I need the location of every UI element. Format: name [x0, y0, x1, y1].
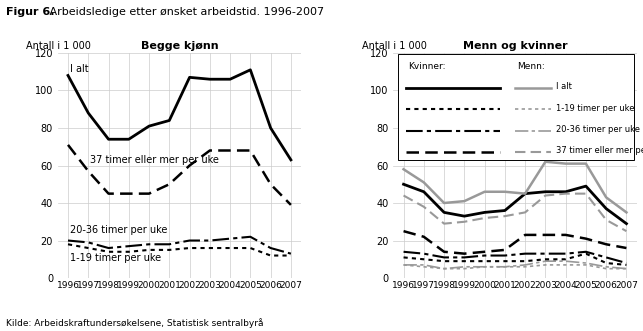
Text: 1-19 timer per uke: 1-19 timer per uke	[556, 104, 635, 113]
Text: Kvinner:: Kvinner:	[408, 62, 446, 71]
Text: I alt: I alt	[556, 82, 572, 91]
Text: I alt: I alt	[70, 64, 89, 73]
Text: Figur 6.: Figur 6.	[6, 7, 55, 17]
FancyBboxPatch shape	[398, 54, 634, 160]
Text: 37 timer eller mer per uke: 37 timer eller mer per uke	[90, 155, 219, 165]
Text: 1-19 timer per uke: 1-19 timer per uke	[70, 253, 161, 263]
Text: Antall i 1 000: Antall i 1 000	[26, 41, 91, 51]
Text: 20-36 timer per uke: 20-36 timer per uke	[556, 125, 640, 134]
Text: Antall i 1 000: Antall i 1 000	[362, 41, 427, 51]
Text: 20-36 timer per uke: 20-36 timer per uke	[70, 225, 167, 235]
Title: Begge kjønn: Begge kjønn	[141, 41, 218, 51]
Title: Menn og kvinner: Menn og kvinner	[463, 41, 567, 51]
Text: Arbeidsledige etter ønsket arbeidstid. 1996-2007: Arbeidsledige etter ønsket arbeidstid. 1…	[46, 7, 325, 17]
Text: 37 timer eller mer per uke: 37 timer eller mer per uke	[556, 146, 643, 155]
Text: Kilde: Arbeidskraftundersøkelsene, Statistisk sentralbyrå: Kilde: Arbeidskraftundersøkelsene, Stati…	[6, 318, 264, 328]
Text: Menn:: Menn:	[518, 62, 545, 71]
